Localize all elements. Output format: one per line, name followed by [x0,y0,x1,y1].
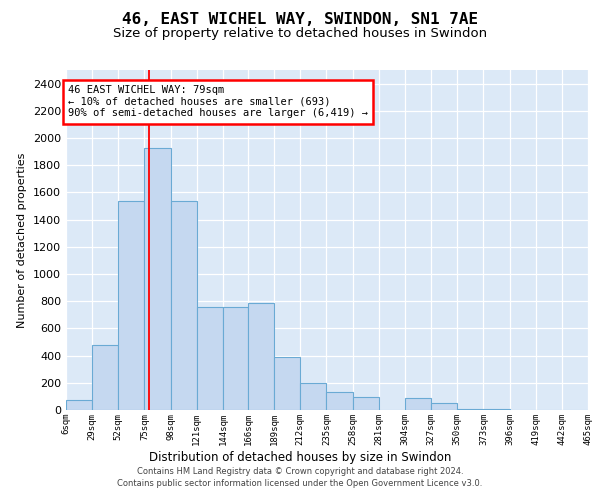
Bar [300,383,326,410]
Bar [431,402,457,410]
Bar [170,200,197,410]
Bar [274,357,300,410]
Text: 46, EAST WICHEL WAY, SWINDON, SN1 7AE: 46, EAST WICHEL WAY, SWINDON, SN1 7AE [122,12,478,28]
Y-axis label: Number of detached properties: Number of detached properties [17,152,28,328]
Bar [484,408,509,410]
Bar [118,200,145,410]
Bar [223,306,248,410]
Bar [353,397,379,410]
Bar [66,400,92,410]
Bar [92,344,118,410]
Text: Distribution of detached houses by size in Swindon: Distribution of detached houses by size … [149,451,451,464]
Text: Contains HM Land Registry data © Crown copyright and database right 2024.: Contains HM Land Registry data © Crown c… [137,467,463,476]
Text: Size of property relative to detached houses in Swindon: Size of property relative to detached ho… [113,28,487,40]
Bar [405,398,431,410]
Bar [197,306,223,410]
Bar [326,392,353,410]
Bar [248,302,274,410]
Bar [145,148,170,410]
Text: 46 EAST WICHEL WAY: 79sqm
← 10% of detached houses are smaller (693)
90% of semi: 46 EAST WICHEL WAY: 79sqm ← 10% of detac… [68,86,368,118]
Text: Contains public sector information licensed under the Open Government Licence v3: Contains public sector information licen… [118,478,482,488]
Bar [457,408,484,410]
